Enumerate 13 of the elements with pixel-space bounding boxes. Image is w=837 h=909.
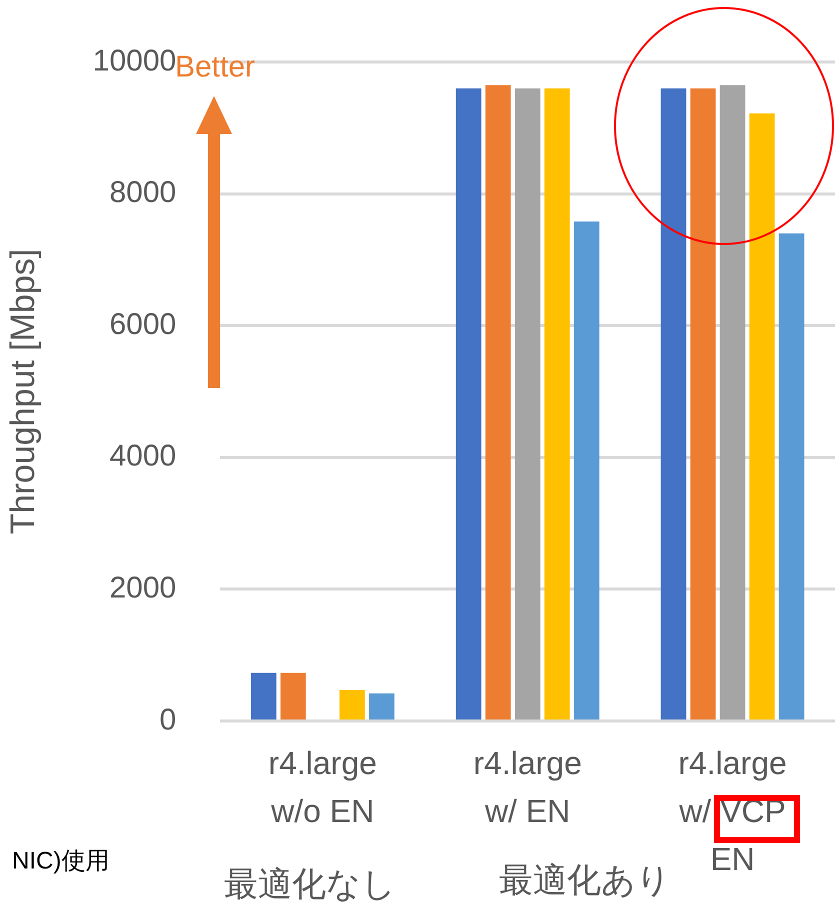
y-tick-label: 2000 — [109, 571, 176, 604]
annotation: Better — [174, 50, 256, 84]
text: 最適化なし — [224, 865, 396, 904]
y-tick-label: 0 — [160, 703, 176, 736]
text: 最適化あり — [499, 861, 671, 900]
y-tick-label: 8000 — [109, 176, 176, 210]
y-tick-label: 4000 — [109, 440, 176, 473]
x-tick-label: r4.large w/ EN — [473, 744, 582, 829]
y-tick-label: 6000 — [109, 308, 176, 341]
text: NIC)使用 — [12, 848, 110, 875]
x-tick-label: r4.large w/o EN — [268, 744, 377, 829]
y-tick-label: 10000 — [92, 44, 176, 78]
y-axis-title: Throughput [Mbps] — [4, 248, 42, 534]
